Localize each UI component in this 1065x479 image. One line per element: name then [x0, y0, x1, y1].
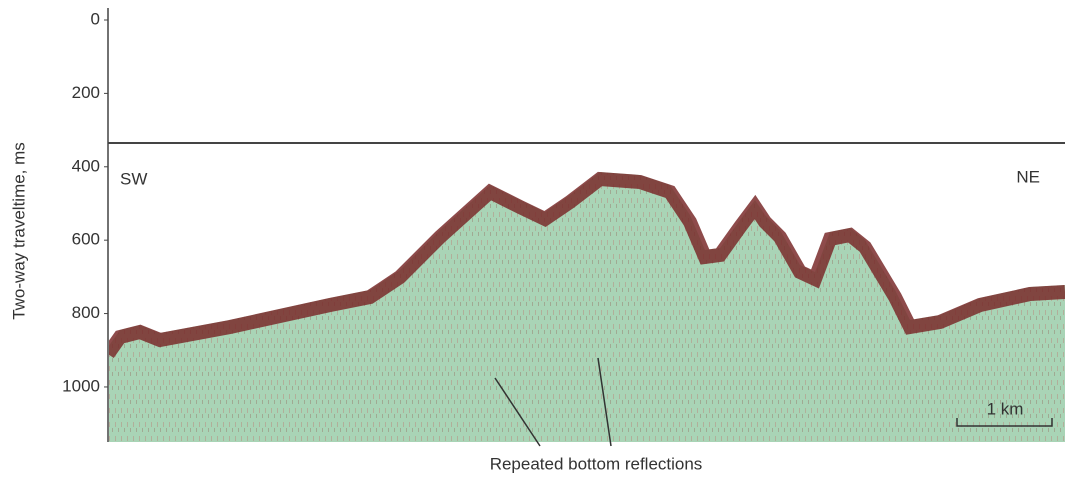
- y-axis-label: Two-way traveltime, ms: [9, 142, 28, 320]
- y-tick-label: 800: [72, 303, 100, 322]
- y-tick-label: 0: [91, 9, 100, 28]
- y-tick-label: 600: [72, 230, 100, 249]
- y-tick-label: 400: [72, 156, 100, 175]
- seismic-profile: [108, 172, 1065, 442]
- direction-label: NE: [1016, 167, 1040, 186]
- y-tick-label: 1000: [62, 376, 100, 395]
- caption: Repeated bottom reflections: [490, 454, 703, 473]
- scale-label: 1 km: [987, 399, 1024, 418]
- chart: Two-way traveltime, ms SW NE 1 km Repeat…: [0, 0, 1065, 479]
- page: Two-way traveltime, ms SW NE 1 km Repeat…: [0, 0, 1065, 479]
- sediment: [108, 172, 1065, 442]
- direction-label: SW: [120, 169, 147, 188]
- y-tick-label: 200: [72, 83, 100, 102]
